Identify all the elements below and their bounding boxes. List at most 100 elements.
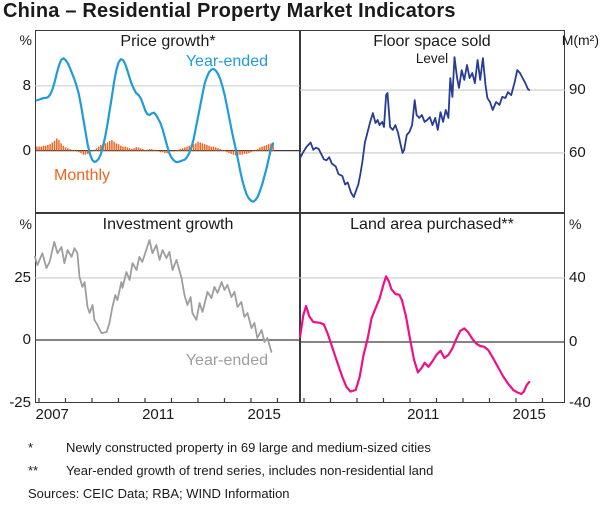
x-axis-label: 2011 <box>407 406 440 423</box>
bar-monthly <box>188 145 190 151</box>
panel-price-growth-canvas <box>35 57 300 203</box>
bar-monthly <box>93 149 96 151</box>
panel-title-land-area-purchased: Land area purchased** <box>350 216 514 233</box>
bar-monthly <box>243 150 246 154</box>
bar-monthly <box>60 143 62 151</box>
bar-monthly <box>237 150 239 156</box>
panel-divider-horizontal <box>35 212 565 214</box>
bar-monthly <box>42 145 45 151</box>
y-axis-label: -40 <box>569 394 591 411</box>
bar-monthly <box>212 146 215 151</box>
bar-monthly <box>124 146 126 151</box>
bar-monthly <box>82 150 84 155</box>
bar-monthly <box>206 144 208 151</box>
bar-monthly <box>144 149 146 151</box>
bar-monthly <box>84 150 87 155</box>
bar-monthly <box>201 143 204 151</box>
panel-title-floor-space-sold: Floor space sold <box>373 33 491 50</box>
series-line-year-ended-trend <box>298 275 531 396</box>
bar-monthly <box>142 149 144 151</box>
bar-monthly <box>175 149 177 151</box>
bar-monthly <box>228 150 230 154</box>
panel-investment-growth-canvas <box>34 239 300 403</box>
bar-monthly <box>153 149 155 151</box>
series-line-year-ended <box>35 57 275 203</box>
bar-monthly <box>265 144 268 151</box>
bar-monthly <box>217 148 219 151</box>
bar-monthly <box>199 142 202 151</box>
panel-divider-vertical <box>299 30 301 403</box>
y-axis-label: 8 <box>22 76 31 94</box>
bar-monthly <box>49 144 51 151</box>
bar-monthly <box>95 148 98 151</box>
bar-monthly <box>47 144 49 151</box>
bar-monthly <box>252 150 255 152</box>
bar-monthly <box>36 146 38 151</box>
bar-monthly <box>197 141 199 151</box>
series-label-monthly: Monthly <box>54 167 111 184</box>
bar-monthly <box>58 140 60 151</box>
bar-monthly <box>69 149 71 151</box>
bar-monthly <box>111 140 113 151</box>
bar-monthly <box>159 150 162 153</box>
bar-monthly <box>157 150 160 152</box>
bar-monthly <box>186 146 188 151</box>
bar-monthly <box>254 149 257 151</box>
footnote-1-text: Newly constructed property in 69 large a… <box>66 440 431 455</box>
x-axis-label: 2011 <box>142 406 175 423</box>
unit-label-bottom-left: % <box>19 216 32 232</box>
bar-monthly <box>245 150 248 154</box>
bar-monthly <box>62 145 65 151</box>
panel-title-price-growth: Price growth* <box>120 33 216 50</box>
bar-monthly <box>192 144 195 151</box>
bar-monthly <box>135 147 137 151</box>
panel-subtitle-level: Level <box>415 51 449 66</box>
bar-monthly <box>71 149 73 151</box>
bar-monthly <box>150 149 153 151</box>
bar-monthly <box>181 148 184 151</box>
bar-monthly <box>113 141 115 151</box>
footnote-2: ** Year-ended growth of trend series, in… <box>0 463 600 481</box>
bar-monthly <box>263 145 266 151</box>
bar-monthly <box>80 150 82 154</box>
bar-monthly <box>133 148 135 151</box>
bar-monthly <box>259 147 261 151</box>
panel-title-investment-growth: Investment growth <box>102 216 234 233</box>
y-axis-label: 90 <box>569 81 586 99</box>
bar-monthly <box>232 150 235 155</box>
bar-monthly <box>108 140 111 151</box>
x-axis-label: 2007 <box>35 406 69 423</box>
bar-monthly <box>179 149 182 151</box>
footnote-2-marker: ** <box>28 463 39 478</box>
series-label-year-ended-gray: Year-ended <box>185 352 268 369</box>
x-axis-label: 2015 <box>512 406 546 423</box>
footnote-1-marker: * <box>28 440 34 455</box>
bar-monthly <box>55 138 58 151</box>
bar-monthly <box>115 143 118 151</box>
bar-monthly <box>128 148 131 151</box>
panel-land-area-purchased-canvas <box>298 275 565 403</box>
bar-monthly <box>38 146 40 151</box>
chart-title: China – Residential Property Market Indi… <box>3 0 456 22</box>
bar-monthly <box>137 147 140 151</box>
bar-monthly <box>248 150 250 154</box>
bar-monthly <box>86 150 89 154</box>
bar-monthly <box>219 149 221 151</box>
bar-monthly <box>208 145 210 151</box>
bar-monthly <box>139 148 142 151</box>
bar-monthly <box>267 144 270 151</box>
y-axis-label: 0 <box>22 141 31 159</box>
unit-label-bottom-right: % <box>569 216 582 232</box>
bar-monthly <box>223 149 226 151</box>
bar-monthly <box>40 146 43 151</box>
bar-monthly <box>161 150 164 153</box>
bar-monthly <box>91 150 93 152</box>
bar-monthly <box>239 150 241 155</box>
bar-monthly <box>64 147 67 151</box>
series-label-year-ended-blue: Year-ended <box>185 53 268 70</box>
y-axis-label: 60 <box>569 143 586 161</box>
bar-monthly <box>164 150 166 154</box>
bar-monthly <box>272 143 274 151</box>
bar-monthly <box>146 149 149 151</box>
